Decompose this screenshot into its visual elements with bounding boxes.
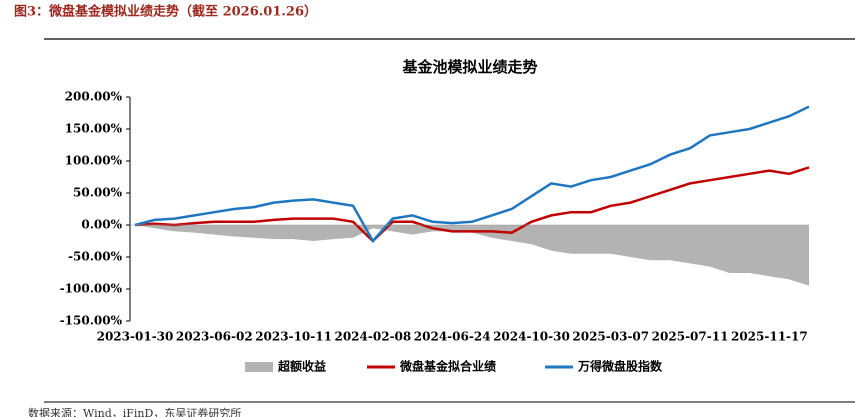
x-tick-label: 2025-07-11 [652, 330, 729, 344]
y-tick-label: -50.00% [68, 250, 123, 264]
x-tick-label: 2024-06-24 [414, 330, 491, 344]
x-tick-label: 2024-10-30 [493, 330, 570, 344]
x-tick-label: 2024-02-08 [334, 330, 411, 344]
series-line [134, 105, 810, 244]
y-tick-label: 50.00% [73, 186, 123, 200]
excess-area [135, 225, 809, 286]
series-line [134, 166, 810, 243]
figure-title: 图3：微盘基金模拟业绩走势（截至 2026.01.26） [14, 4, 317, 20]
x-tick-label: 2023-01-30 [97, 330, 174, 344]
x-tick-label: 2023-06-02 [176, 330, 253, 344]
y-tick-label: 150.00% [65, 122, 123, 136]
source-note: 数据来源：Wind，iFinD，东吴证券研究所 [28, 406, 241, 417]
legend-label: 微盘基金拟合业绩 [399, 359, 496, 374]
legend-swatch [245, 362, 273, 372]
y-tick-label: 100.00% [65, 154, 123, 168]
x-tick-label: 2025-03-07 [572, 330, 649, 344]
y-tick-label: -100.00% [60, 282, 123, 296]
y-tick-label: 0.00% [81, 218, 122, 232]
legend-label: 万得微盘股指数 [577, 359, 663, 374]
y-tick-label: 200.00% [65, 90, 123, 104]
x-tick-label: 2023-10-11 [255, 330, 332, 344]
y-tick-label: -150.00% [60, 314, 123, 328]
chart-title: 基金池模拟业绩走势 [401, 58, 537, 76]
legend-label: 超额收益 [277, 359, 326, 374]
x-tick-label: 2025-11-17 [731, 330, 808, 344]
